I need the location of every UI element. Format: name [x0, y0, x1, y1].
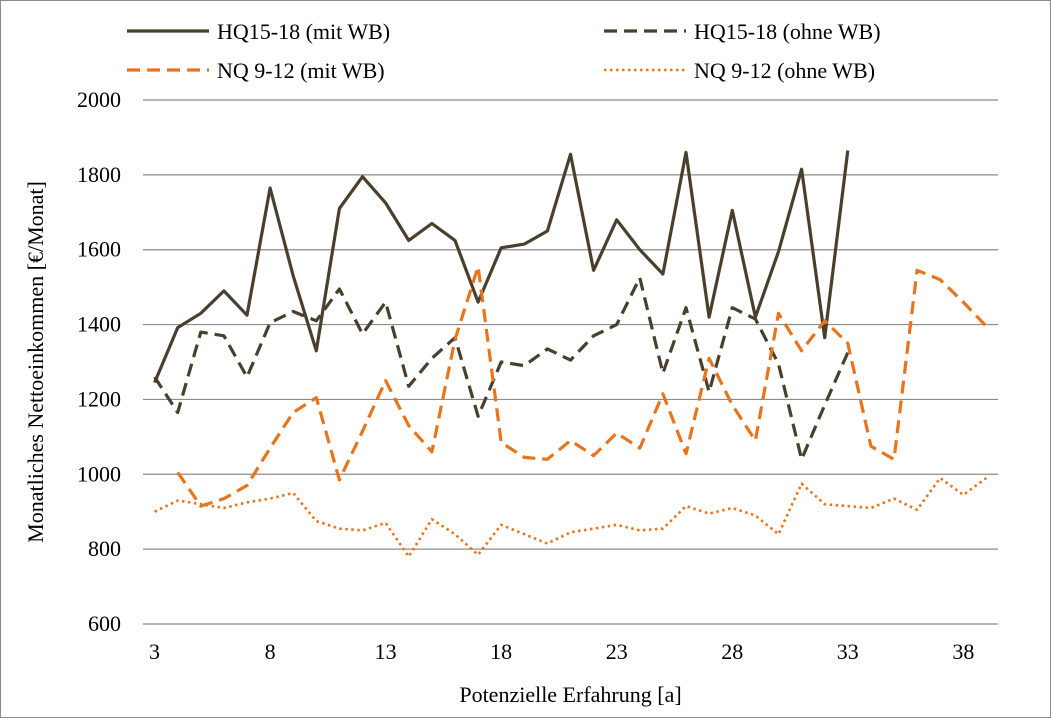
- x-tick-label: 23: [606, 639, 628, 664]
- legend-label: HQ15-18 (mit WB): [217, 19, 390, 44]
- series-line-3: [176, 265, 988, 508]
- x-axis-label: Potenzielle Erfahrung [a]: [459, 682, 681, 707]
- x-tick-label: 28: [721, 639, 743, 664]
- x-tick-label: 8: [265, 639, 276, 664]
- series-line-2: [153, 276, 850, 461]
- y-tick-label: 1800: [77, 162, 121, 187]
- legend-label: NQ 9-12 (mit WB): [217, 58, 385, 83]
- x-tick-label: 33: [837, 639, 859, 664]
- x-tick-label: 13: [375, 639, 397, 664]
- y-axis-label: Monatliches Nettoeinkommen [€/Monat]: [23, 181, 48, 543]
- y-tick-label: 800: [88, 536, 121, 561]
- y-tick-label: 1600: [77, 237, 121, 262]
- series-lines: [153, 150, 988, 558]
- x-tick-label: 38: [952, 639, 974, 664]
- x-tick-label: 3: [149, 639, 160, 664]
- y-tick-label: 1200: [77, 386, 121, 411]
- y-tick-label: 1400: [77, 312, 121, 337]
- series-line-1: [153, 150, 850, 384]
- y-tick-label: 2000: [77, 87, 121, 112]
- gridlines: [143, 99, 998, 550]
- legend-label: NQ 9-12 (ohne WB): [694, 58, 875, 83]
- legend: HQ15-18 (mit WB) HQ15-18 (ohne WB) NQ 9-12…: [127, 19, 881, 83]
- y-tick-label: 600: [88, 611, 121, 636]
- series-line-4: [154, 476, 988, 558]
- y-tick-label: 1000: [77, 461, 121, 486]
- y-axis-ticks: 600 800 1000 1200 1400 1600 1800 2000: [77, 87, 121, 636]
- x-tick-label: 18: [490, 639, 512, 664]
- legend-label: HQ15-18 (ohne WB): [694, 19, 881, 44]
- x-axis-ticks: 3 8 13 18 23 28 33 38: [149, 639, 974, 664]
